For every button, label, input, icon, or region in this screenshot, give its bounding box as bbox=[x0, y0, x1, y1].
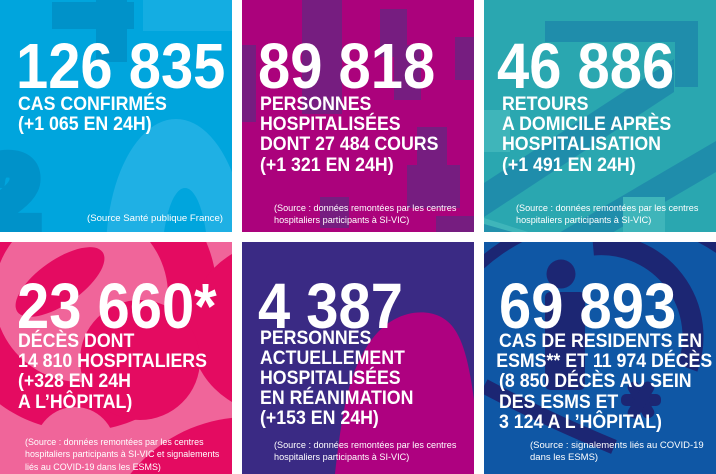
svg-text:2: 2 bbox=[0, 135, 38, 232]
